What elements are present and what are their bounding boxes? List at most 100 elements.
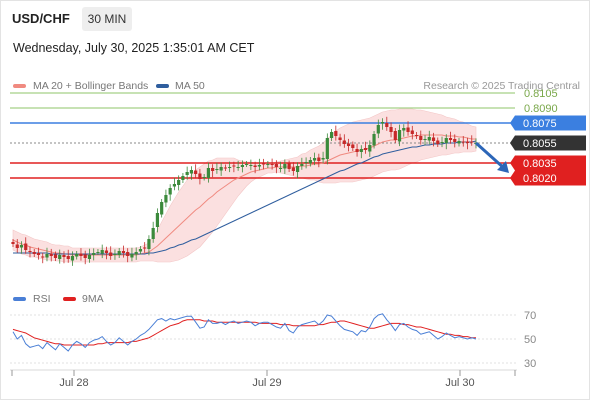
candle-body (329, 132, 334, 138)
candle-body (274, 164, 278, 167)
candle-body (92, 253, 96, 255)
candle-body (414, 135, 419, 136)
rsi-ma-legend-swatch (63, 297, 76, 301)
candle-body (321, 158, 325, 160)
candle-body (283, 164, 287, 169)
candle-body (58, 255, 62, 259)
candle-body (279, 168, 283, 169)
candle-body (291, 167, 295, 171)
candle-body (372, 134, 376, 146)
candle-body (334, 131, 338, 136)
bollinger-band (12, 108, 477, 263)
candle-body (397, 130, 402, 142)
candle-body (202, 177, 206, 178)
ma20-legend-label: MA 20 + Bollinger Bands (33, 80, 149, 92)
candle-body (351, 144, 355, 148)
rsi-ma-line (12, 319, 476, 346)
candle-body (461, 141, 465, 143)
timestamp: Wednesday, July 30, 2025 1:35:01 AM CET (13, 41, 255, 55)
ma50-legend-swatch (156, 84, 169, 88)
candle-body (15, 244, 19, 248)
price-label: 0.8055 (523, 138, 557, 150)
rsi-legend-label: RSI (33, 293, 51, 305)
candle-body (198, 173, 202, 179)
price-badge-bg (515, 135, 586, 151)
candle-body (376, 125, 380, 134)
candle-body (346, 143, 351, 146)
candle-body (240, 165, 244, 167)
rsi-legend-swatch (13, 297, 26, 301)
candle-body (300, 164, 304, 166)
candle-body (308, 160, 312, 164)
candle-body (389, 127, 393, 132)
candle-body (121, 251, 126, 253)
candle-body (448, 138, 453, 140)
candle-body (83, 254, 87, 258)
candle-body (228, 167, 232, 168)
candle-body (232, 165, 236, 167)
candle-body (427, 137, 431, 141)
candle-body (363, 148, 368, 150)
candle-body (164, 195, 168, 203)
candle-body (270, 164, 274, 165)
candle-body (32, 252, 36, 254)
candle-body (393, 131, 397, 140)
candle-body (53, 254, 58, 258)
candle-body (406, 127, 410, 132)
x-axis-label: Jul 29 (252, 377, 281, 389)
candle-body (355, 149, 359, 152)
x-axis-label: Jul 28 (59, 377, 88, 389)
candle-body (423, 139, 427, 140)
rsi-tick-label: 50 (524, 334, 536, 346)
candle-body (36, 253, 41, 255)
candle-body (189, 170, 194, 174)
price-label: 0.8075 (523, 118, 557, 130)
candle-body (295, 166, 300, 172)
candle-body (223, 167, 227, 169)
rsi-ma-legend-label: 9MA (82, 293, 104, 305)
candle-body (147, 239, 151, 249)
candle-body (236, 167, 240, 168)
candle-body (66, 256, 70, 259)
forecast-arrow (474, 141, 507, 171)
candle-body (75, 254, 79, 257)
candle-body (155, 213, 160, 227)
candle-body (245, 164, 249, 165)
candle-body (287, 163, 291, 169)
candle-body (304, 162, 308, 163)
candle-body (100, 250, 104, 254)
candle-body (440, 142, 444, 143)
candle-body (79, 253, 83, 256)
candle-body (138, 249, 143, 252)
price-label: 0.8035 (523, 158, 557, 170)
candle-body (24, 243, 28, 250)
candle-body (168, 188, 172, 195)
candle-body (253, 165, 257, 167)
price-label: 0.8105 (524, 88, 558, 100)
rsi-tick-label: 70 (524, 310, 536, 322)
candle-body (342, 140, 346, 144)
candle-body (457, 141, 461, 144)
price-badge-bg (515, 170, 586, 186)
candle-body (431, 137, 436, 141)
candle-body (185, 172, 189, 175)
ma50-line (13, 140, 477, 255)
candle-body (117, 251, 121, 255)
candle-body (266, 164, 270, 165)
candle-body (151, 228, 155, 239)
symbol-title: USD/CHF (12, 11, 70, 26)
candle-body (249, 165, 253, 166)
price-label: 0.8020 (523, 173, 557, 185)
candle-body (368, 145, 372, 152)
candle-body (104, 250, 109, 253)
timeframe-button[interactable]: 30 MIN (82, 7, 132, 31)
candle-body (160, 202, 164, 215)
price-badge-bg (515, 115, 586, 131)
candle-body (45, 254, 49, 258)
candle-body (62, 255, 66, 257)
candle-body (206, 168, 210, 178)
candle-body (194, 170, 198, 174)
candle-body (96, 252, 100, 253)
price-badge-bg (515, 155, 586, 171)
